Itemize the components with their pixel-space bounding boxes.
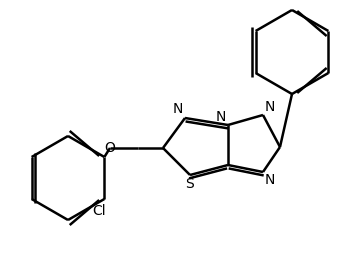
Text: N: N bbox=[265, 100, 275, 114]
Text: N: N bbox=[216, 110, 226, 124]
Text: N: N bbox=[265, 173, 275, 187]
Text: N: N bbox=[172, 102, 183, 116]
Text: S: S bbox=[185, 177, 193, 191]
Text: Cl: Cl bbox=[93, 204, 106, 218]
Text: O: O bbox=[105, 141, 115, 155]
